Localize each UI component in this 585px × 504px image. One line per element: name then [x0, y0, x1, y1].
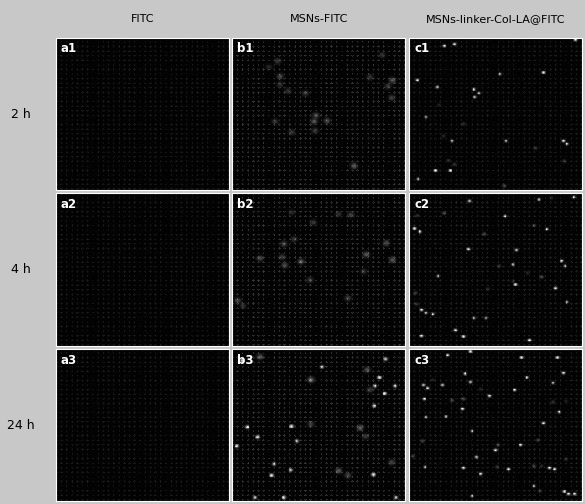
Text: a1: a1: [61, 42, 77, 55]
Text: 24 h: 24 h: [7, 419, 35, 432]
Text: b1: b1: [238, 42, 254, 55]
Text: b2: b2: [238, 198, 254, 211]
Text: MSNs-FITC: MSNs-FITC: [290, 14, 348, 24]
Text: c1: c1: [414, 42, 429, 55]
Text: a2: a2: [61, 198, 77, 211]
Text: 4 h: 4 h: [11, 263, 31, 276]
Text: MSNs-linker-Col-LA@FITC: MSNs-linker-Col-LA@FITC: [426, 14, 565, 24]
Text: b3: b3: [238, 353, 254, 366]
Text: a3: a3: [61, 353, 77, 366]
Text: c3: c3: [414, 353, 429, 366]
Text: c2: c2: [414, 198, 429, 211]
Text: FITC: FITC: [130, 14, 154, 24]
Text: 2 h: 2 h: [11, 107, 31, 120]
